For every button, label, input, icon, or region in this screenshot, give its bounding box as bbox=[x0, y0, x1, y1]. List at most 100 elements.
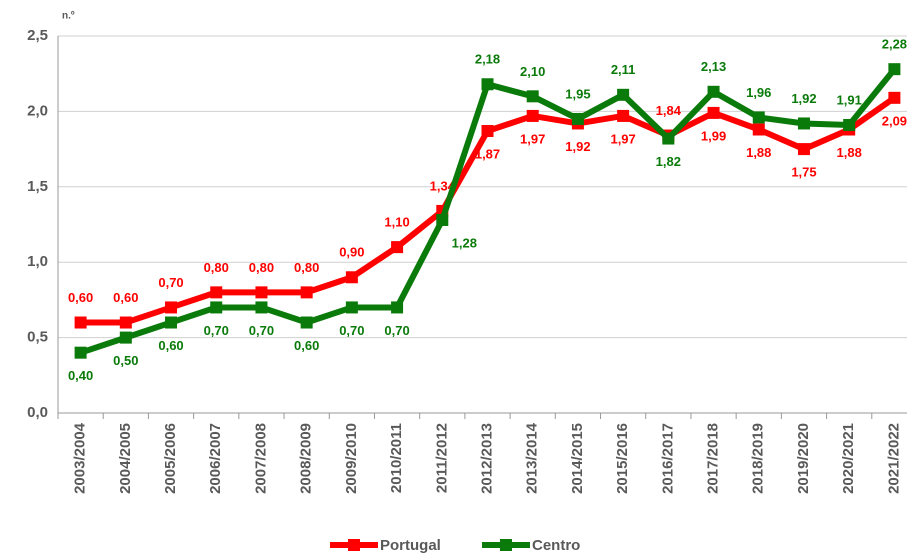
point-marker bbox=[752, 123, 765, 136]
data-label: 1,28 bbox=[452, 235, 477, 250]
data-label: 0,80 bbox=[294, 260, 319, 275]
data-label: 0,70 bbox=[384, 323, 409, 338]
point-marker bbox=[165, 301, 178, 314]
legend-item: Portugal bbox=[330, 537, 441, 554]
data-label: 1,88 bbox=[746, 145, 771, 160]
data-label: 1,87 bbox=[475, 146, 500, 161]
legend-label: Centro bbox=[532, 537, 580, 554]
point-marker bbox=[888, 91, 901, 104]
data-label: 0,40 bbox=[68, 368, 93, 383]
x-tick-label: 2013/2014 bbox=[524, 422, 541, 494]
point-marker bbox=[255, 301, 268, 314]
point-marker bbox=[617, 109, 630, 122]
point-marker bbox=[119, 331, 132, 344]
point-marker bbox=[74, 316, 87, 329]
data-label: 1,92 bbox=[565, 139, 590, 154]
x-tick-label: 2015/2016 bbox=[614, 423, 631, 494]
y-tick-label: 2,5 bbox=[27, 27, 48, 44]
data-label: 1,10 bbox=[384, 215, 409, 230]
point-marker bbox=[255, 286, 268, 299]
point-marker bbox=[707, 85, 720, 98]
point-marker bbox=[74, 346, 87, 359]
point-marker bbox=[526, 90, 539, 103]
point-marker bbox=[797, 117, 810, 130]
point-marker bbox=[300, 316, 313, 329]
data-label: 2,28 bbox=[882, 37, 907, 52]
point-marker bbox=[843, 118, 856, 131]
data-label: 0,80 bbox=[249, 260, 274, 275]
x-tick-label: 2014/2015 bbox=[569, 423, 586, 494]
point-marker bbox=[165, 316, 178, 329]
data-label: 1,99 bbox=[701, 128, 726, 143]
x-tick-label: 2009/2010 bbox=[343, 423, 360, 494]
point-marker bbox=[210, 301, 223, 314]
data-label: 1,97 bbox=[610, 131, 635, 146]
point-marker bbox=[391, 301, 404, 314]
x-tick-label: 2010/2011 bbox=[388, 423, 405, 493]
x-tick-label: 2018/2019 bbox=[750, 423, 767, 494]
data-label: 0,70 bbox=[339, 323, 364, 338]
y-unit-label: n.º bbox=[62, 11, 75, 22]
point-marker bbox=[888, 63, 901, 76]
data-label: 2,10 bbox=[520, 64, 545, 79]
data-label: 0,70 bbox=[249, 323, 274, 338]
point-marker bbox=[481, 78, 494, 91]
x-tick-label: 2004/2005 bbox=[117, 423, 134, 494]
data-label: 0,50 bbox=[113, 353, 138, 368]
data-label: 0,80 bbox=[204, 260, 229, 275]
legend-label: Portugal bbox=[380, 537, 441, 554]
data-label: 0,60 bbox=[68, 290, 93, 305]
y-tick-label: 2,0 bbox=[27, 102, 48, 119]
x-tick-label: 2008/2009 bbox=[298, 423, 315, 494]
data-label: 1,95 bbox=[565, 86, 590, 101]
x-tick-label: 2021/2022 bbox=[885, 423, 902, 494]
point-marker bbox=[571, 112, 584, 125]
data-label: 1,75 bbox=[791, 165, 816, 180]
x-tick-label: 2006/2007 bbox=[207, 423, 224, 494]
point-marker bbox=[481, 125, 494, 138]
x-tick-label: 2019/2020 bbox=[795, 423, 812, 494]
data-label: 0,70 bbox=[158, 275, 183, 290]
data-label: 2,09 bbox=[882, 113, 907, 128]
data-label: 1,96 bbox=[746, 85, 771, 100]
data-label: 1,82 bbox=[656, 154, 681, 169]
point-marker bbox=[707, 106, 720, 119]
point-marker bbox=[436, 213, 449, 226]
x-tick-label: 2016/2017 bbox=[659, 423, 676, 494]
data-label: 1,91 bbox=[837, 92, 862, 107]
x-tick-label: 2005/2006 bbox=[162, 423, 179, 494]
point-marker bbox=[345, 271, 358, 284]
point-marker bbox=[391, 241, 404, 254]
data-label: 1,92 bbox=[791, 91, 816, 106]
x-tick-label: 2012/2013 bbox=[478, 423, 495, 494]
x-tick-label: 2017/2018 bbox=[705, 423, 722, 494]
point-marker bbox=[662, 132, 675, 145]
data-label: 1,88 bbox=[837, 145, 862, 160]
x-tick-label: 2003/2004 bbox=[72, 422, 89, 494]
data-label: 1,84 bbox=[656, 103, 682, 118]
legend-item: Centro bbox=[482, 537, 580, 554]
data-label: 2,13 bbox=[701, 59, 726, 74]
data-label: 0,60 bbox=[294, 338, 319, 353]
x-tick-label: 2020/2021 bbox=[840, 423, 857, 494]
data-label: 0,60 bbox=[158, 338, 183, 353]
y-tick-label: 0,0 bbox=[27, 404, 48, 421]
data-label: 2,11 bbox=[611, 62, 636, 77]
data-label: 0,60 bbox=[113, 290, 138, 305]
point-marker bbox=[797, 143, 810, 156]
legend-marker bbox=[500, 539, 512, 551]
y-tick-label: 0,5 bbox=[27, 329, 48, 346]
y-tick-label: 1,5 bbox=[27, 178, 48, 195]
y-tick-label: 1,0 bbox=[27, 253, 48, 270]
data-label: 2,18 bbox=[475, 52, 500, 67]
point-marker bbox=[300, 286, 313, 299]
point-marker bbox=[119, 316, 132, 329]
point-marker bbox=[752, 111, 765, 124]
x-tick-label: 2011/2012 bbox=[433, 423, 450, 493]
x-tick-label: 2007/2008 bbox=[252, 423, 269, 494]
data-label: 0,90 bbox=[339, 245, 364, 260]
point-marker bbox=[617, 88, 630, 101]
point-marker bbox=[210, 286, 223, 299]
point-marker bbox=[345, 301, 358, 314]
